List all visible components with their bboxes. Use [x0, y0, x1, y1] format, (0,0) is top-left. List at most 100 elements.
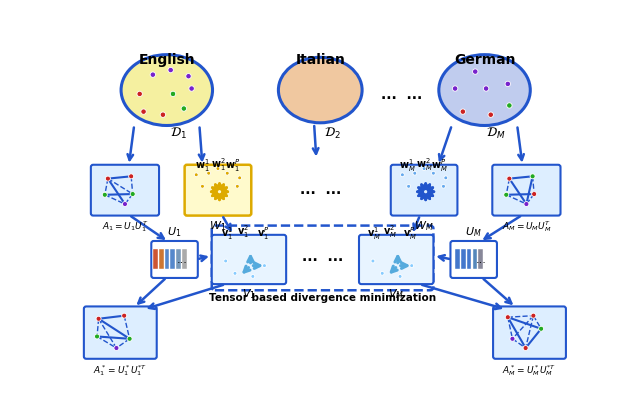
Text: $\mathbf{v}_1^P$: $\mathbf{v}_1^P$ [257, 225, 269, 241]
Circle shape [483, 87, 489, 92]
Circle shape [122, 313, 127, 318]
Text: $\mathbf{v}_M^1$: $\mathbf{v}_M^1$ [367, 225, 381, 241]
Text: $\mathcal{D}_1$: $\mathcal{D}_1$ [170, 126, 187, 141]
Circle shape [122, 202, 127, 207]
Circle shape [401, 173, 404, 177]
Circle shape [442, 185, 445, 189]
Circle shape [181, 107, 187, 112]
Circle shape [431, 172, 435, 176]
Circle shape [160, 113, 166, 118]
FancyBboxPatch shape [492, 165, 561, 216]
Circle shape [398, 275, 402, 279]
Circle shape [530, 175, 535, 179]
Circle shape [225, 172, 229, 176]
Ellipse shape [121, 55, 212, 126]
Circle shape [200, 185, 204, 189]
Bar [170, 250, 175, 270]
Text: $\mathbf{v}_1^1$: $\mathbf{v}_1^1$ [221, 225, 234, 241]
FancyBboxPatch shape [151, 241, 198, 278]
Text: $\mathbf{w}_M^2$: $\mathbf{w}_M^2$ [416, 156, 433, 172]
Bar [159, 250, 163, 270]
Circle shape [141, 110, 147, 115]
Circle shape [102, 193, 108, 198]
Circle shape [150, 73, 156, 78]
Circle shape [506, 315, 510, 320]
Circle shape [539, 326, 543, 331]
Text: $\mathbf{w}_M^P$: $\mathbf{w}_M^P$ [431, 157, 448, 174]
Circle shape [472, 70, 478, 75]
Text: ...  ...: ... ... [302, 250, 343, 264]
Circle shape [207, 172, 211, 176]
Circle shape [195, 173, 198, 177]
Circle shape [186, 75, 191, 80]
Circle shape [168, 68, 173, 74]
FancyBboxPatch shape [451, 241, 497, 278]
Circle shape [505, 82, 511, 87]
Circle shape [532, 192, 537, 197]
Bar [182, 250, 187, 270]
Circle shape [504, 193, 509, 198]
Text: ...  ...: ... ... [300, 182, 341, 196]
Circle shape [410, 264, 413, 268]
Text: $A_M^* = U_M^* U_M^{*T}$: $A_M^* = U_M^* U_M^{*T}$ [502, 362, 557, 377]
Circle shape [216, 167, 220, 171]
Text: $\mathbf{v}_M^2$: $\mathbf{v}_M^2$ [383, 223, 397, 240]
Circle shape [236, 185, 239, 189]
Text: ...: ... [177, 255, 188, 265]
FancyBboxPatch shape [184, 165, 252, 216]
Circle shape [510, 337, 515, 341]
Bar [478, 250, 483, 270]
FancyBboxPatch shape [212, 235, 286, 284]
Circle shape [233, 272, 237, 275]
Ellipse shape [439, 55, 531, 126]
Bar [472, 250, 477, 270]
Circle shape [170, 92, 176, 97]
Ellipse shape [278, 58, 362, 124]
FancyBboxPatch shape [359, 235, 433, 284]
Bar [153, 250, 157, 270]
Circle shape [444, 177, 448, 180]
Text: ...  ...: ... ... [381, 88, 422, 102]
Circle shape [380, 272, 384, 275]
Text: Tensor based divergence minimization: Tensor based divergence minimization [209, 292, 436, 302]
Circle shape [524, 202, 529, 207]
Text: $W_M$: $W_M$ [414, 218, 434, 232]
Circle shape [523, 345, 528, 351]
Bar [176, 250, 181, 270]
Text: $V_1$: $V_1$ [242, 287, 256, 301]
FancyBboxPatch shape [91, 165, 159, 216]
Text: English: English [138, 52, 195, 66]
Circle shape [130, 192, 135, 197]
FancyBboxPatch shape [493, 307, 566, 359]
Circle shape [129, 175, 134, 179]
Text: $\mathbf{v}_M^P$: $\mathbf{v}_M^P$ [403, 225, 417, 241]
Circle shape [95, 334, 100, 339]
FancyBboxPatch shape [391, 165, 458, 216]
FancyBboxPatch shape [84, 307, 157, 359]
Text: $\mathbf{w}_M^1$: $\mathbf{w}_M^1$ [399, 157, 415, 174]
Circle shape [237, 177, 241, 180]
Circle shape [460, 110, 465, 115]
Circle shape [413, 172, 417, 176]
Text: $\mathbf{v}_1^2$: $\mathbf{v}_1^2$ [237, 223, 249, 240]
Text: Italian: Italian [295, 52, 345, 66]
Circle shape [224, 260, 228, 263]
Text: $U_M$: $U_M$ [465, 224, 482, 238]
Text: German: German [454, 52, 515, 66]
Circle shape [127, 337, 132, 341]
Text: $A_1^* = U_1^* U_1^{*T}$: $A_1^* = U_1^* U_1^{*T}$ [93, 362, 147, 377]
Text: $\mathbf{w}_1^1$: $\mathbf{w}_1^1$ [195, 157, 210, 174]
Bar [461, 250, 465, 270]
Circle shape [507, 104, 512, 109]
Circle shape [531, 313, 536, 318]
Bar [455, 250, 460, 270]
Circle shape [406, 185, 410, 189]
Circle shape [189, 87, 195, 92]
Circle shape [507, 177, 512, 182]
Text: $\mathbf{w}_1^2$: $\mathbf{w}_1^2$ [211, 156, 226, 172]
Circle shape [422, 167, 426, 171]
Text: $W_1$: $W_1$ [209, 218, 227, 232]
Bar [164, 250, 170, 270]
Text: $A_M = U_M U_M^T$: $A_M = U_M U_M^T$ [502, 218, 551, 233]
Text: $\mathcal{D}_M$: $\mathcal{D}_M$ [486, 126, 506, 141]
